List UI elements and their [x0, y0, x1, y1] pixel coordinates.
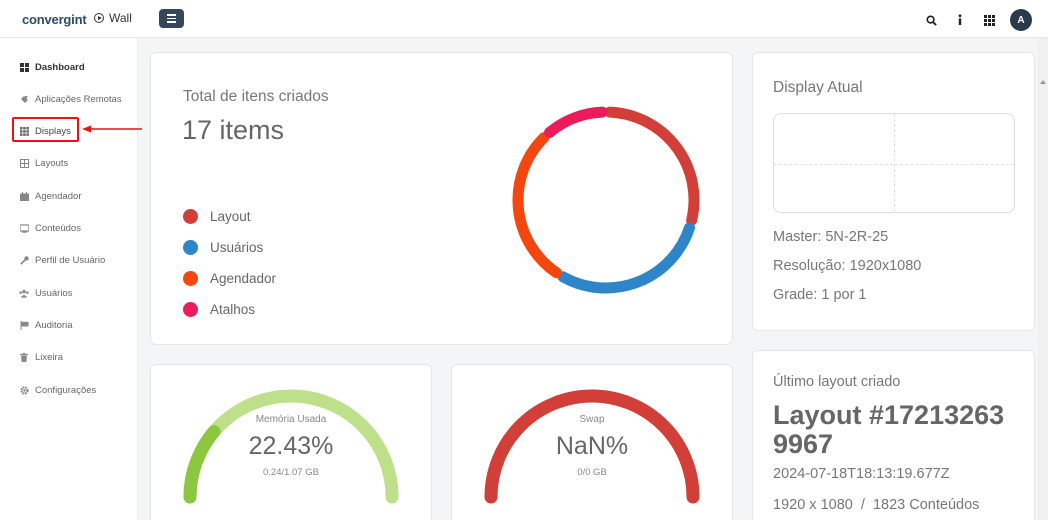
- legend-item-agendador[interactable]: Agendador: [183, 263, 276, 294]
- sidebar-item-aplicacoes-remotas[interactable]: Aplicações Remotas: [19, 91, 122, 107]
- hamburger-icon: [167, 14, 176, 16]
- sidebar-item-label: Auditoria: [35, 319, 73, 331]
- flag-icon: [19, 320, 29, 330]
- sidebar-item-conteudos[interactable]: Conteúdos: [19, 220, 81, 236]
- legend-label: Usuários: [210, 240, 264, 255]
- play-circle-icon: [94, 13, 104, 23]
- apps-button[interactable]: [981, 10, 997, 30]
- memory-gauge: [183, 389, 399, 504]
- last-layout-meta: 1920 x 1080 / 1823 Conteúdos: [773, 497, 980, 513]
- memory-usage-card: Memória Usada 22.43% 0.24/1.07 GB: [150, 364, 432, 520]
- current-display-title: Display Atual: [773, 79, 863, 96]
- legend-item-layout[interactable]: Layout: [183, 201, 276, 232]
- sidebar-item-label: Aplicações Remotas: [35, 93, 122, 105]
- last-layout-date: 2024-07-18T18:13:19.677Z: [773, 466, 950, 482]
- legend-swatch: [183, 302, 198, 317]
- dashboard-icon: [19, 62, 29, 72]
- top-bar: convergint Wall A: [0, 0, 1048, 38]
- swap-value: NaN%: [555, 432, 629, 460]
- sidebar: Dashboard Aplicações Remotas Displays La…: [0, 38, 142, 520]
- sidebar-item-displays[interactable]: Displays: [19, 123, 71, 139]
- sidebar-item-configuracoes[interactable]: Configurações: [19, 382, 96, 398]
- legend-label: Atalhos: [210, 302, 256, 317]
- swap-gauge: [484, 389, 700, 504]
- info-button[interactable]: [952, 10, 968, 30]
- search-button[interactable]: [923, 10, 939, 30]
- memory-detail: 0.24/1.07 GB: [263, 467, 319, 478]
- current-display-card: Display Atual Master: 5N-2R-25 Resolução…: [752, 52, 1035, 331]
- swap-usage-card: Swap NaN% 0/0 GB: [451, 364, 733, 520]
- total-items-title: Total de itens criados: [183, 88, 329, 105]
- sidebar-item-label: Agendador: [35, 190, 82, 202]
- key-icon: [19, 255, 29, 265]
- sidebar-item-perfil-de-usuario[interactable]: Perfil de Usuário: [19, 252, 105, 268]
- display-preview[interactable]: [773, 113, 1015, 213]
- memory-value: 22.43%: [248, 432, 334, 460]
- trash-icon: [19, 352, 29, 362]
- sidebar-item-label: Perfil de Usuário: [35, 254, 106, 266]
- legend-swatch: [183, 209, 198, 224]
- legend-swatch: [183, 240, 198, 255]
- annotation-highlight-box: [12, 117, 79, 142]
- sidebar-item-label: Dashboard: [35, 61, 85, 73]
- sidebar-item-label: Lixeira: [35, 351, 63, 363]
- sidebar-item-dashboard[interactable]: Dashboard: [19, 59, 85, 75]
- apps-grid-icon: [983, 14, 995, 26]
- user-avatar[interactable]: A: [1010, 9, 1032, 31]
- sidebar-item-label: Configurações: [35, 384, 97, 396]
- total-items-count: 17 items: [182, 115, 285, 145]
- scroll-up-arrow-icon[interactable]: [1039, 78, 1047, 86]
- sidebar-item-label: Layouts: [35, 157, 69, 169]
- sidebar-item-layouts[interactable]: Layouts: [19, 155, 68, 171]
- content-icon: [19, 223, 29, 233]
- annotation-arrow-icon: [82, 125, 142, 133]
- last-layout-title: Último layout criado: [773, 374, 901, 390]
- sidebar-item-label: Usuários: [35, 287, 73, 299]
- sidebar-item-agendador[interactable]: Agendador: [19, 188, 81, 204]
- donut-slice-atalhos[interactable]: [544, 106, 608, 138]
- legend-label: Layout: [210, 209, 251, 224]
- total-items-card: Total de itens criados 17 items Layout U…: [150, 52, 733, 345]
- display-grid: Grade: 1 por 1: [773, 287, 867, 303]
- sidebar-item-auditoria[interactable]: Auditoria: [19, 317, 73, 333]
- sidebar-item-label: Displays: [35, 125, 71, 137]
- wall-app-label[interactable]: Wall: [94, 11, 132, 25]
- grid-icon: [19, 126, 29, 136]
- display-master: Master: 5N-2R-25: [773, 229, 889, 245]
- layout-icon: [19, 158, 29, 168]
- last-layout-card: Último layout criado Layout #17213263996…: [752, 350, 1035, 520]
- memory-gauge-fill: [183, 425, 221, 504]
- page-scrollbar[interactable]: [1038, 38, 1048, 520]
- info-icon: [958, 14, 962, 25]
- gear-icon: [19, 385, 29, 395]
- donut-slice-layout[interactable]: [604, 106, 700, 226]
- legend-label: Agendador: [210, 271, 277, 286]
- convergint-logo[interactable]: convergint: [22, 12, 87, 27]
- sidebar-item-label: Conteúdos: [35, 222, 81, 234]
- legend-item-atalhos[interactable]: Atalhos: [183, 294, 276, 325]
- display-resolution: Resolução: 1920x1080: [773, 258, 922, 274]
- items-donut-chart: [512, 106, 700, 294]
- search-icon: [925, 14, 937, 26]
- memory-label: Memória Usada: [255, 414, 327, 425]
- users-icon: [19, 288, 29, 298]
- sidebar-item-lixeira[interactable]: Lixeira: [19, 349, 63, 365]
- swap-gauge-track: [484, 389, 700, 504]
- sidebar-item-usuarios[interactable]: Usuários: [19, 285, 73, 301]
- menu-toggle-button[interactable]: [159, 9, 184, 28]
- donut-slice-usurios[interactable]: [557, 222, 696, 294]
- puzzle-icon: [19, 94, 29, 104]
- swap-label: Swap: [579, 414, 605, 425]
- swap-detail: 0/0 GB: [577, 467, 607, 478]
- calendar-icon: [19, 191, 29, 201]
- chart-legend: Layout Usuários Agendador Atalhos: [183, 201, 276, 325]
- legend-item-usuarios[interactable]: Usuários: [183, 232, 276, 263]
- donut-slice-agendador[interactable]: [512, 132, 562, 279]
- legend-swatch: [183, 271, 198, 286]
- last-layout-name[interactable]: Layout #172132639967: [773, 401, 1005, 457]
- wall-label: Wall: [109, 11, 132, 25]
